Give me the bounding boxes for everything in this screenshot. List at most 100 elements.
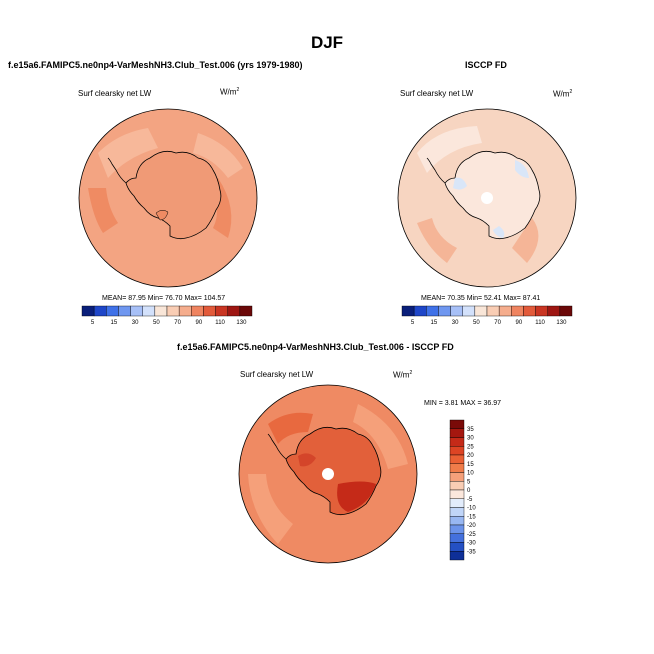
colorbar-swatch [559,305,573,317]
panel-3-high-patch [298,453,316,467]
colorbar-tick-label: 15 [431,320,438,326]
panel-2-ocean-patch [417,218,457,263]
panel-2-map [397,108,577,288]
figure-title: DJF [310,33,344,52]
panel-2-stats: MEAN= 70.35 Min= 52.41 Max= 87.41 [421,295,541,302]
colorbar-swatch [462,305,476,317]
colorbar-swatch [178,305,192,317]
colorbar-tick-label: -35 [467,549,476,555]
colorbar-tick-label: 110 [215,320,225,326]
panel-3-title: f.e15a6.FAMIPC5.ne0np4-VarMeshNH3.Club_T… [177,342,454,352]
panel-3-ocean-patch [248,474,293,544]
colorbar-tick-label: 30 [452,320,459,326]
colorbar-swatch [118,305,131,317]
colorbar-swatch [474,305,488,317]
colorbar-swatch [142,305,156,317]
panel-1-title: f.e15a6.FAMIPC5.ne0np4-VarMeshNH3.Club_T… [8,60,303,70]
colorbar-swatch [130,305,143,317]
colorbar-tick-label: 30 [132,320,139,326]
colorbar-swatch [449,542,465,552]
panel-3-ocean-patch [268,412,313,444]
colorbar-swatch [547,305,561,317]
colorbar-swatch [449,489,465,499]
colorbar-tick-label: 70 [174,320,181,326]
panel-2-colorbar: 5 15 30 50 70 90 110 130 [401,305,573,326]
colorbar-tick-label: 90 [516,320,523,326]
panel-3-units: W/m2 [393,370,413,380]
colorbar-swatch [449,551,465,561]
colorbar-swatch [449,516,465,526]
panel-1-units: W/m2 [220,87,240,97]
colorbar-tick-label: 0 [467,488,471,494]
colorbar-tick-label: 70 [494,320,501,326]
panel-2-low-patch [493,226,505,238]
colorbar-tick-label: -20 [467,523,476,529]
colorbar-tick-label: 15 [467,462,474,468]
colorbar-swatch [239,305,253,317]
colorbar-swatch [449,437,465,447]
colorbar-swatch [449,507,465,517]
colorbar-tick-label: 50 [153,320,160,326]
panel-2-units: W/m2 [553,89,573,99]
panel-3-map [238,384,418,564]
panel-3-high-patch [337,481,376,512]
panel-1-stats: MEAN= 87.95 Min= 76.70 Max= 104.57 [102,295,226,302]
colorbar-swatch [426,305,439,317]
colorbar-swatch [449,463,465,473]
panel-2-ocean-patch [417,126,482,173]
colorbar-swatch [449,472,465,482]
panel-1-ice-shelf [155,210,169,221]
colorbar-tick-label: 130 [236,320,247,326]
colorbar-tick-label: -15 [467,514,476,520]
colorbar-swatch [215,305,228,317]
colorbar-swatch [401,305,415,317]
colorbar-swatch [449,533,465,543]
panel-2-antarctica-coastline [444,150,541,240]
colorbar-swatch [191,305,204,317]
colorbar-tick-label: 30 [467,436,474,442]
colorbar-tick-label: 90 [196,320,203,326]
panel-1-antarctica-coastline [125,150,222,240]
colorbar-tick-label: 10 [467,471,474,477]
panel-3-pole-hole [322,468,334,480]
colorbar-swatch [81,305,95,317]
colorbar-swatch [449,446,465,456]
panel-1-ocean-patch [193,133,243,178]
panel-2-low-patch [453,177,467,190]
panel-3-stats: MIN = 3.81 MAX = 36.97 [424,400,502,407]
colorbar-swatch [449,419,465,429]
colorbar-swatch [449,481,465,491]
colorbar-swatch [166,305,180,317]
colorbar-tick-label: 5 [467,479,471,485]
panel-3-peninsula [267,433,287,460]
panel-1-field-label: Surf clearsky net LW [78,89,152,98]
colorbar-tick-label: 5 [411,320,415,326]
panel-3-colorbar: 35 30 25 20 15 10 5 0 -5 -10 -15 -20 -25 -30 -35 [449,419,476,561]
panel-2-ocean-patch [512,218,539,263]
panel-3-field-label: Surf clearsky net LW [240,370,314,379]
colorbar-swatch [449,454,465,464]
colorbar-tick-label: -30 [467,541,476,547]
panel-2-title: ISCCP FD [465,60,507,70]
colorbar-swatch [449,524,465,534]
colorbar-tick-label: 110 [535,320,545,326]
colorbar-swatch [450,305,463,317]
panel-2-field-label: Surf clearsky net LW [400,89,474,98]
colorbar-swatch [486,305,500,317]
panel-1-colorbar: 5 15 30 50 70 90 110 130 [81,305,253,326]
colorbar-tick-label: 20 [467,453,474,459]
colorbar-swatch [438,305,451,317]
colorbar-swatch [106,305,119,317]
colorbar-tick-label: -5 [467,497,473,503]
colorbar-swatch [227,305,241,317]
colorbar-tick-label: 50 [473,320,480,326]
colorbar-tick-label: 15 [111,320,118,326]
colorbar-swatch [449,498,465,508]
colorbar-swatch [535,305,548,317]
colorbar-swatch [449,428,465,438]
panel-2-peninsula [426,157,446,184]
colorbar-tick-label: 5 [91,320,95,326]
colorbar-swatch [413,305,427,317]
colorbar-swatch [511,305,524,317]
panel-3-ocean-patch [353,404,408,469]
